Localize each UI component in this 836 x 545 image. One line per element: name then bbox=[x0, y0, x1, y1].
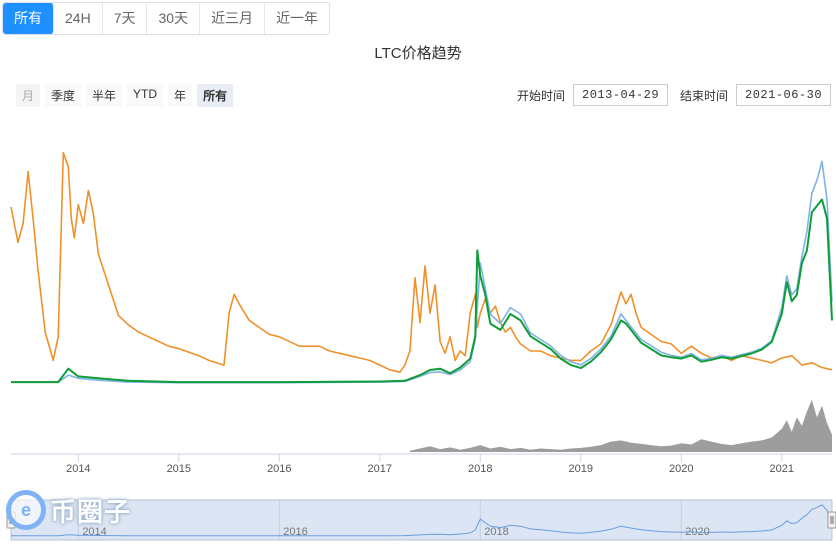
tab-0[interactable]: 所有 bbox=[3, 3, 54, 34]
range-selector: 月季度 半年 YTD 年所有 bbox=[16, 84, 234, 107]
x-tick-label-2014: 2014 bbox=[66, 463, 90, 475]
range-button-3[interactable]: YTD bbox=[127, 84, 164, 107]
start-date-input[interactable]: 2013-04-29 bbox=[573, 84, 669, 106]
end-date-group: 结束时间 2021-06-30 bbox=[680, 84, 832, 106]
range-button-2[interactable]: 半年 bbox=[86, 84, 123, 107]
x-tick-label-2020: 2020 bbox=[669, 463, 693, 475]
x-tick-label-2018: 2018 bbox=[468, 463, 492, 475]
tab-5[interactable]: 近一年 bbox=[276, 10, 319, 26]
watermark-text: 币圈子 bbox=[50, 496, 132, 527]
chart-title: LTC价格趋势 bbox=[374, 45, 462, 62]
start-date-group: 开始时间 2013-04-29 bbox=[517, 84, 669, 106]
x-tick-label-2017: 2017 bbox=[368, 463, 392, 475]
range-button-1[interactable]: 季度 bbox=[45, 84, 82, 107]
range-button-0[interactable]: 月 bbox=[16, 84, 41, 107]
price-line-0 bbox=[10, 151, 833, 373]
x-tick-label-2015: 2015 bbox=[167, 463, 191, 475]
price-line-1 bbox=[11, 160, 833, 384]
watermark: e 币圈子 bbox=[6, 490, 131, 530]
navigator-label-2018: 2018 bbox=[484, 526, 508, 538]
x-tick-label-2021: 2021 bbox=[770, 463, 794, 475]
end-date-label: 结束时间 bbox=[680, 88, 729, 103]
x-tick-label-2016: 2016 bbox=[267, 463, 291, 475]
range-button-5[interactable]: 所有 bbox=[197, 84, 234, 107]
navigator-handle-right[interactable] bbox=[827, 511, 836, 529]
navigator-window bbox=[10, 499, 833, 541]
tab-1[interactable]: 24H bbox=[54, 3, 103, 34]
tab-2[interactable]: 7天 bbox=[103, 3, 148, 34]
volume-area bbox=[409, 399, 832, 452]
start-date-label: 开始时间 bbox=[517, 88, 566, 103]
watermark-logo-icon: e bbox=[6, 490, 46, 530]
tab-4[interactable]: 近三月 bbox=[200, 3, 266, 34]
end-date-input[interactable]: 2021-06-30 bbox=[736, 84, 832, 106]
navigator-label-2016: 2016 bbox=[283, 526, 307, 538]
time-tabs: 所有 24H 7天 30天 近三月 近一年 bbox=[2, 2, 331, 35]
navigator-line bbox=[11, 504, 833, 537]
x-tick-label-2019: 2019 bbox=[569, 463, 593, 475]
tab-3[interactable]: 30天 bbox=[147, 3, 201, 34]
range-button-4[interactable]: 年 bbox=[168, 84, 193, 107]
price-line-2 bbox=[11, 198, 833, 384]
